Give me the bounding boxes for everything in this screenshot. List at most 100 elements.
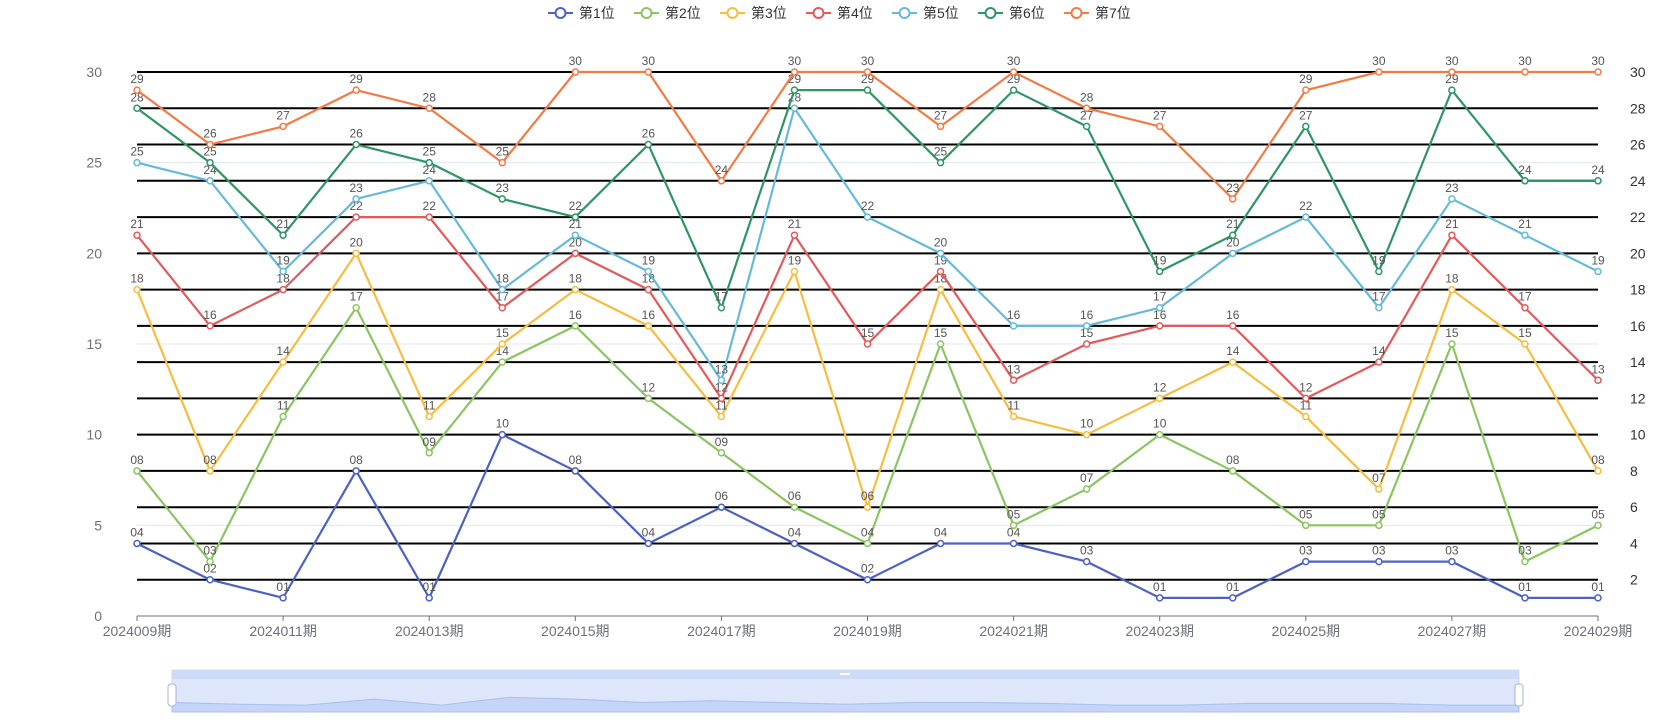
slider-left-handle[interactable] [167,683,177,707]
data-point [863,503,872,511]
data-point [1009,412,1018,421]
axes: 0510152025302468101214161820222426283020… [86,64,1645,639]
data-point [1448,557,1456,566]
data-point [936,340,945,348]
data-label: 08 [569,453,583,467]
data-label: 11 [1300,399,1313,413]
data-point [1302,557,1310,566]
data-point [1082,485,1091,493]
data-point [790,86,799,94]
legend-item-5[interactable]: 第5位 [892,5,959,21]
legend[interactable]: 第1位 第2位 第3位 第4位 第5位 第6位 第7位 [548,5,1131,21]
series-5: 25 24 19 23 24 18 21 19 13 28 22 20 16 16 17 20 22 17 23 21… [130,90,1605,385]
data-point [1009,322,1018,330]
data-label: 16 [1226,308,1240,322]
data-label: 06 [715,489,729,503]
y-left-tick-label: 5 [94,517,102,533]
data-point [498,195,506,203]
data-point [644,322,653,330]
data-label: 25 [934,145,948,159]
data-point [1155,394,1164,403]
data-label: 25 [203,145,217,159]
legend-item-1[interactable]: 第1位 [548,5,615,21]
legend-item-3[interactable]: 第3位 [720,5,787,21]
data-point [863,575,872,584]
data-point [425,449,433,457]
data-label: 01 [276,580,290,594]
data-point [571,68,580,76]
legend-item-6[interactable]: 第6位 [978,5,1045,21]
data-point [1229,594,1237,602]
series-1: 04 02 01 08 01 10 08 04 06 04 02 04 04 03 01 01 03 03 03 01… [130,417,1605,602]
data-point [790,267,799,276]
data-label: 04 [861,525,875,539]
data-label: 06 [861,489,875,503]
data-label: 20 [1226,235,1240,249]
data-label: 18 [276,272,290,286]
y-right-tick-label: 22 [1630,209,1646,225]
data-label: 15 [496,326,510,340]
data-label: 21 [788,217,802,231]
data-label: 08 [349,453,363,467]
data-point [1594,177,1602,185]
data-point [1448,231,1456,239]
data-label: 19 [788,253,802,267]
data-label: 12 [1153,380,1167,394]
slider-right-handle[interactable] [1514,683,1524,707]
legend-item-2[interactable]: 第2位 [634,5,701,21]
data-label: 03 [1299,544,1313,558]
data-label: 04 [1007,525,1021,539]
legend-marker [984,7,997,19]
data-zoom-slider[interactable] [167,669,1524,713]
data-label: 17 [1153,290,1167,304]
data-label: 01 [1226,580,1240,594]
legend-item-4[interactable]: 第4位 [806,5,873,21]
data-point [1521,557,1529,566]
data-label: 27 [1299,108,1313,122]
data-label: 22 [423,199,437,213]
slider-selected-range[interactable] [172,670,1519,712]
data-label: 17 [715,290,729,304]
data-point [1448,195,1456,203]
data-label: 05 [1372,507,1386,521]
data-point [279,231,287,239]
data-label: 02 [203,562,217,576]
data-point [1521,594,1529,602]
data-point [133,104,141,113]
x-tick-label: 2024009期 [103,623,172,639]
data-label: 13 [1591,362,1605,376]
data-point [206,467,214,475]
data-label: 07 [1080,471,1094,485]
x-tick-label: 2024025期 [1272,623,1341,639]
legend-item-7[interactable]: 第7位 [1064,5,1131,21]
data-point [1229,231,1237,239]
data-label: 17 [496,290,510,304]
data-point [644,539,653,548]
data-point [1082,322,1091,330]
data-label: 30 [1591,54,1605,68]
legend-label: 第7位 [1095,5,1131,21]
data-point [1009,376,1018,385]
data-label: 27 [1153,108,1167,122]
data-point [1302,122,1310,131]
data-point [1594,521,1602,530]
data-point [717,412,726,421]
data-label: 10 [1080,417,1094,431]
data-label: 12 [1299,380,1313,394]
data-point [1155,303,1164,312]
data-label: 17 [1372,290,1386,304]
data-point [352,467,360,475]
data-label: 14 [1372,344,1386,358]
data-label: 05 [1007,507,1021,521]
data-label: 14 [1226,344,1240,358]
data-point [936,122,945,131]
data-label: 25 [130,145,144,159]
data-point [644,267,653,276]
series-group: 04 02 01 08 01 10 08 04 06 04 02 04 04 03 01 01 03 03 03 01… [130,54,1605,602]
data-point [206,140,214,149]
data-point [1375,521,1383,530]
data-point [133,467,141,475]
data-point [425,177,433,185]
data-point [717,449,726,457]
data-point [1375,68,1383,76]
